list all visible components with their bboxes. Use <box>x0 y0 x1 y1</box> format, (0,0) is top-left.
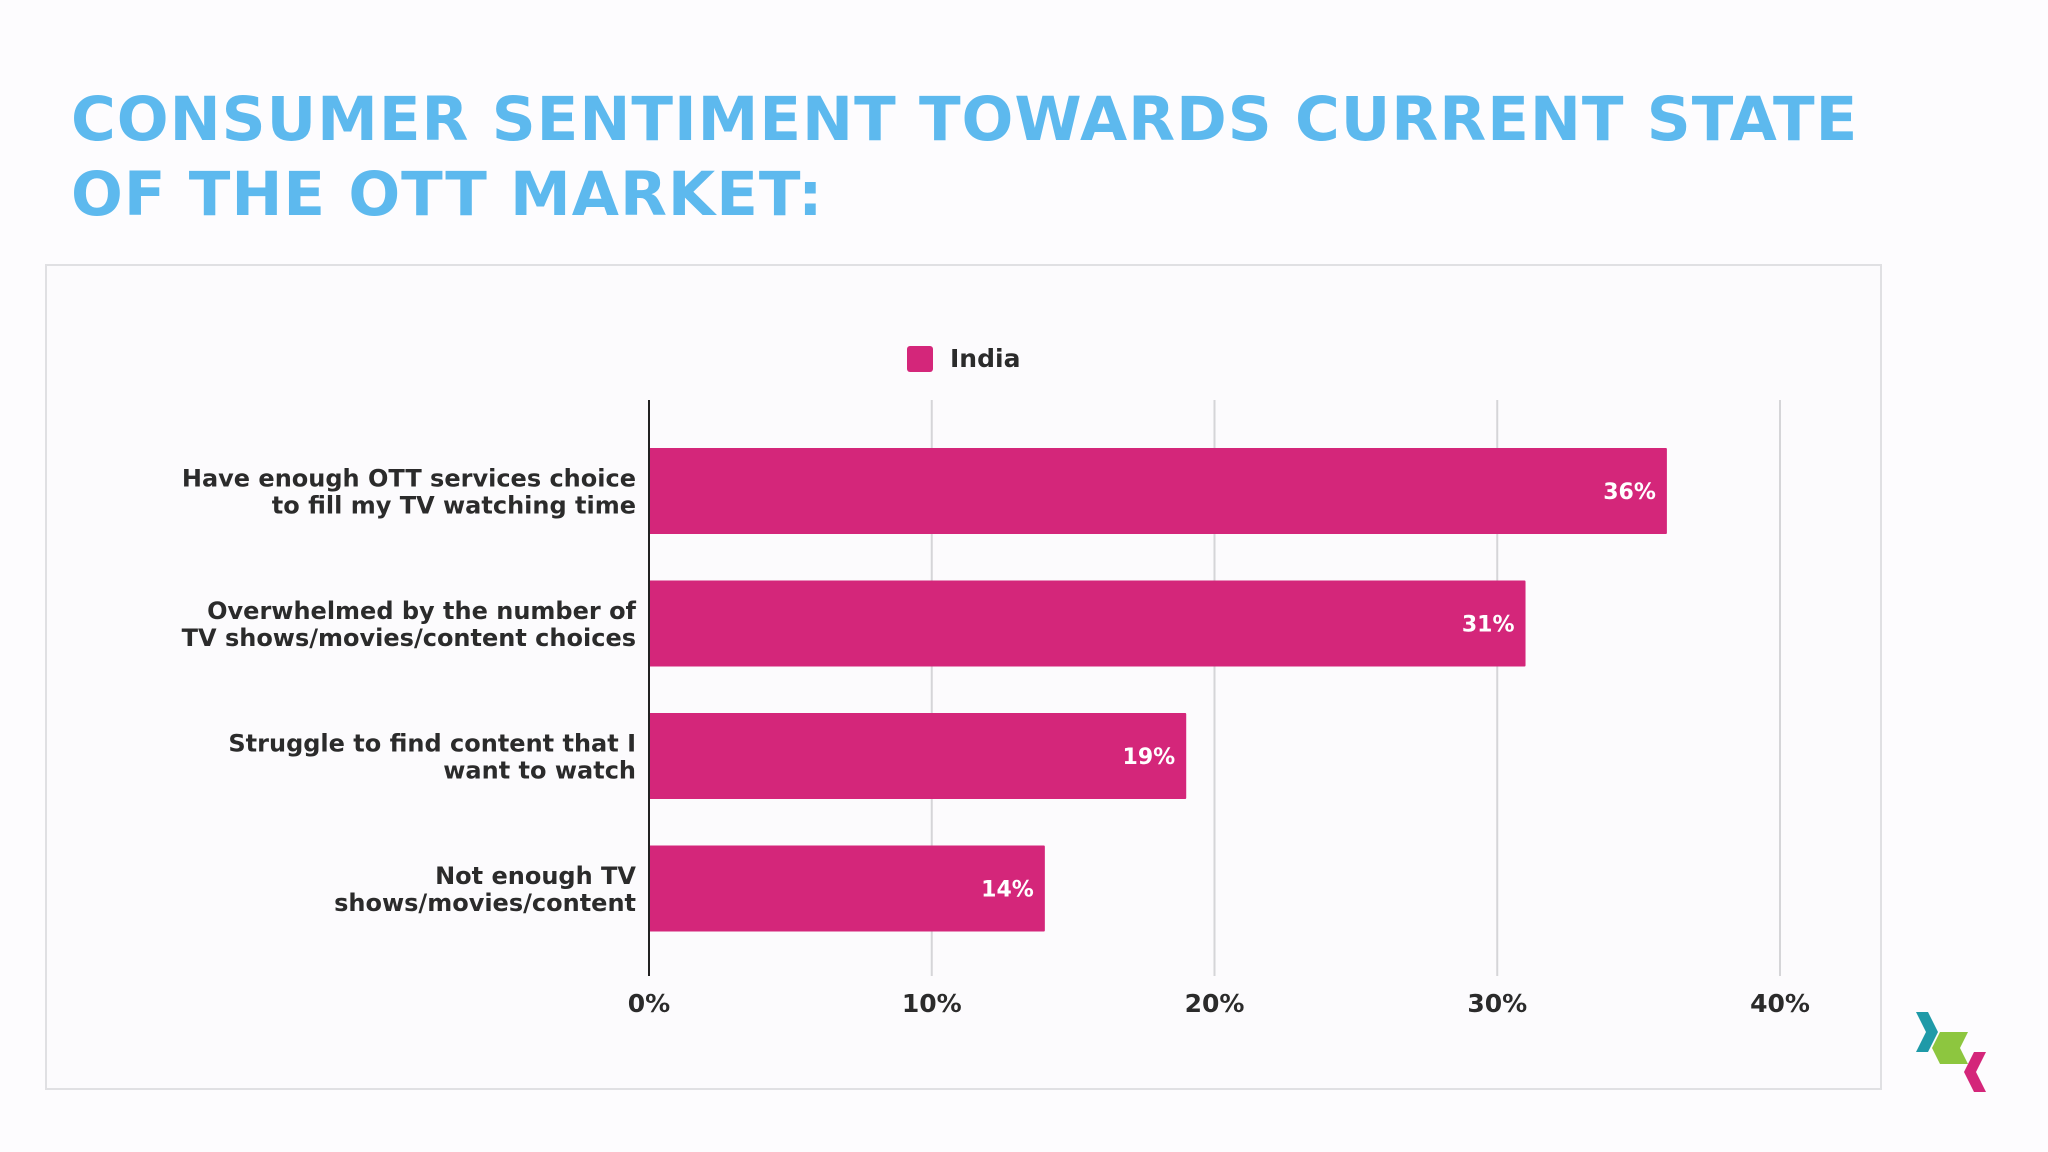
legend-label: India <box>950 344 1020 373</box>
bar-data-label: 31% <box>1462 613 1515 638</box>
logo-pink-shape <box>1964 1052 1986 1072</box>
stacked-chevron-logo-icon <box>1916 1012 1986 1092</box>
x-tick-label: 30% <box>1467 989 1527 1018</box>
logo-pink-shape-lower <box>1964 1072 1986 1092</box>
bar-data-label: 19% <box>1123 745 1176 770</box>
legend-swatch <box>907 346 933 372</box>
category-label: to fill my TV watching time <box>272 492 636 520</box>
slide-title: CONSUMER SENTIMENT TOWARDS CURRENT STATE… <box>71 84 1859 230</box>
category-label: want to watch <box>443 757 636 785</box>
category-label: Overwhelmed by the number of <box>207 597 636 625</box>
bar-data-label: 36% <box>1603 480 1656 505</box>
bar <box>649 845 1045 932</box>
logo-teal-shape-lower <box>1916 1032 1938 1052</box>
logo-green-shape <box>1932 1032 1968 1048</box>
x-tick-label: 10% <box>902 989 962 1018</box>
x-tick-label: 20% <box>1185 989 1245 1018</box>
x-tick-label: 40% <box>1750 989 1810 1018</box>
category-label: shows/movies/content <box>334 889 636 917</box>
category-label: TV shows/movies/content choices <box>182 624 636 652</box>
bar-data-label: 14% <box>981 878 1034 903</box>
bar <box>649 713 1187 799</box>
logo-teal-shape <box>1916 1012 1938 1032</box>
logo-green-shape-lower <box>1932 1048 1968 1064</box>
x-tick-label: 0% <box>628 989 670 1018</box>
chart-panel: 36% Have enough OTT services choice to fil… <box>45 264 1882 1090</box>
bar <box>649 448 1667 534</box>
category-label: Not enough TV <box>435 862 636 890</box>
category-label: Struggle to find content that I <box>228 730 636 758</box>
bar <box>649 580 1526 667</box>
category-label: Have enough OTT services choice <box>182 465 636 493</box>
